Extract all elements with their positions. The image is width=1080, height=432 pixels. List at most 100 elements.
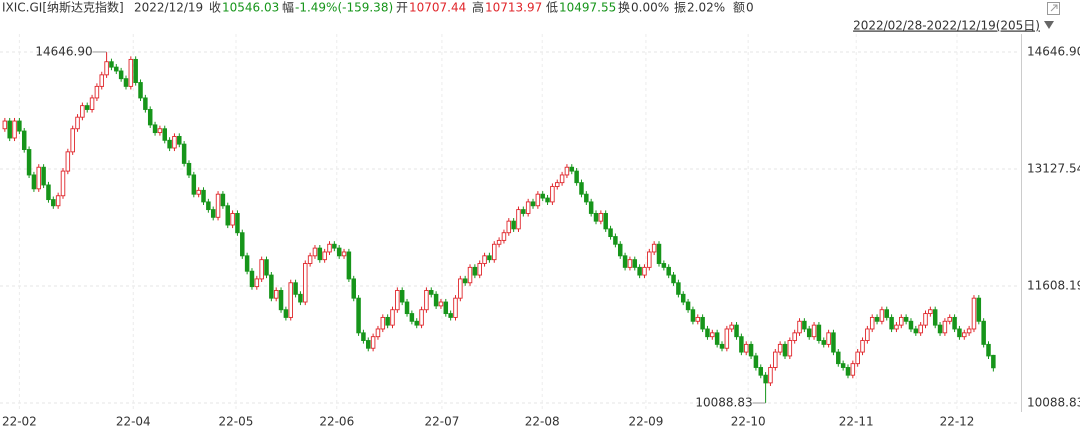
candle-body <box>661 263 667 268</box>
icon-frame[interactable] <box>1047 2 1060 15</box>
candle-body <box>860 340 865 353</box>
candle-body <box>36 166 42 190</box>
candle-body <box>273 290 279 299</box>
candle-body <box>986 343 991 357</box>
candle-body <box>336 247 342 257</box>
candle-body <box>511 220 516 230</box>
candle-body <box>831 332 836 353</box>
x-tick-label: 22-10 <box>731 415 766 429</box>
candle-body <box>424 290 429 311</box>
candle-body <box>264 259 269 276</box>
candle-body <box>928 309 933 315</box>
change-value: -1.49%(-159.38) <box>295 1 393 15</box>
candle-body <box>806 328 812 338</box>
candle-body <box>840 363 846 368</box>
candle-body <box>608 228 613 238</box>
candle-body <box>889 316 894 330</box>
candle-body <box>332 243 337 249</box>
candle-body <box>443 301 449 315</box>
candle-body <box>12 120 17 139</box>
candle-body <box>123 78 129 87</box>
candle-body <box>506 220 512 234</box>
candle-body <box>540 193 545 199</box>
candle-body <box>869 316 875 330</box>
candle-body <box>298 293 303 303</box>
candle-body <box>545 197 550 203</box>
candle-body <box>162 128 168 141</box>
x-tick-label: 22-06 <box>319 415 354 429</box>
candle-body <box>705 328 710 338</box>
candle-body <box>525 201 531 214</box>
candle-body <box>773 351 778 368</box>
candle-body <box>196 189 201 195</box>
high-value: 10713.97 <box>485 1 542 15</box>
candle-body <box>147 109 153 126</box>
candle-body <box>932 309 938 326</box>
dropdown-arrow[interactable] <box>1044 21 1054 29</box>
candle-body <box>622 255 628 268</box>
candle-body <box>787 340 793 357</box>
candle-body <box>288 282 293 318</box>
candle-body <box>157 128 163 134</box>
candle-body <box>429 290 434 295</box>
range-selector[interactable]: 2022/02/28-2022/12/19(205日) <box>853 19 1054 33</box>
candle-body <box>51 199 56 207</box>
icon-arrow[interactable] <box>1050 4 1058 12</box>
candle-body <box>637 266 642 276</box>
candle-body <box>220 193 226 207</box>
candle-body <box>385 316 390 326</box>
candle-body <box>680 293 686 303</box>
candle-body <box>826 332 831 345</box>
candle-body <box>366 340 371 349</box>
candle-body <box>913 328 919 334</box>
candle-body <box>128 58 134 87</box>
candle-body <box>627 259 633 268</box>
candle-body <box>821 340 827 345</box>
candle-body <box>671 274 676 284</box>
candle-body <box>317 247 323 261</box>
x-tick-label: 22-02 <box>2 415 37 429</box>
candle-body <box>816 324 822 341</box>
candle-body <box>75 116 80 130</box>
candle-body <box>477 263 482 276</box>
candle-body <box>492 243 497 261</box>
candle-body <box>564 166 570 176</box>
expand-icon[interactable] <box>1047 2 1060 15</box>
candle-body <box>186 162 192 176</box>
candle-body <box>666 266 671 276</box>
candle-body <box>244 255 250 272</box>
x-tick-label: 22-09 <box>628 415 663 429</box>
candle-body <box>487 255 492 261</box>
date: 2022/12/19 <box>134 1 203 15</box>
candle-body <box>361 332 366 341</box>
candle-body <box>138 82 143 99</box>
x-tick-label: 22-07 <box>424 415 459 429</box>
candle-body <box>550 186 555 203</box>
candle-body <box>613 236 618 245</box>
amount-value: 0 <box>746 1 754 15</box>
candle-body <box>496 239 502 245</box>
candle-body <box>603 213 608 230</box>
min-annotation: 10088.83 <box>695 396 752 410</box>
candle-body <box>303 263 308 303</box>
candle-body <box>327 243 332 253</box>
candle-body <box>952 316 957 330</box>
candle-body <box>530 201 536 207</box>
date-range[interactable]: 2022/02/28-2022/12/19(205日) <box>853 19 1040 33</box>
candle-body <box>981 320 986 345</box>
label: 低 <box>546 1 558 15</box>
candle-body <box>802 320 807 330</box>
candle-body <box>181 143 187 164</box>
candle-body <box>501 232 507 241</box>
candle-body <box>724 328 730 349</box>
candle-body <box>865 328 870 341</box>
candle-body <box>409 313 415 322</box>
candle-body <box>390 309 395 326</box>
candle-body <box>254 278 260 288</box>
candle-body <box>80 105 85 118</box>
candle-body <box>240 232 245 257</box>
candle-body <box>918 324 923 334</box>
candle-body <box>647 251 652 268</box>
candle-body <box>651 243 657 253</box>
